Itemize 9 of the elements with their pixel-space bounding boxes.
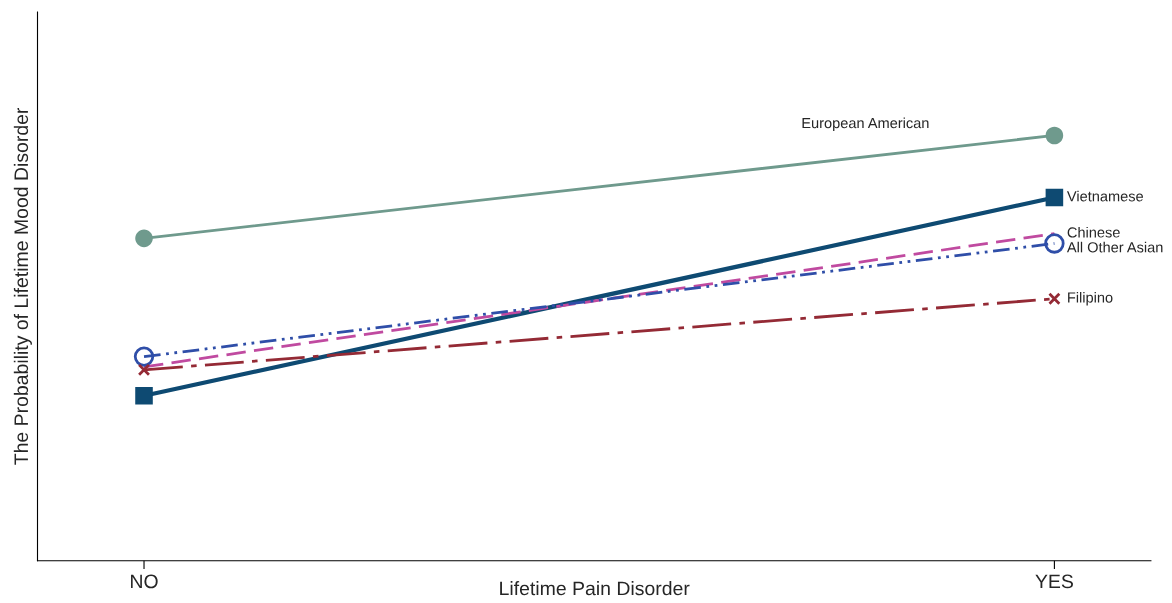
series-label: Chinese [1067,226,1120,238]
series-label: All Other Asian [1066,241,1163,253]
series-label: Filipino [1068,291,1113,306]
series-label: Vietnamese [1066,190,1144,202]
x-tick-label: YES [1035,574,1073,589]
y-axis-title: The Probability of Lifetime Mood Disorder [13,107,32,465]
x-tick-label: NO [131,574,158,589]
series-label: European American [802,117,929,132]
x-axis-title: Lifetime Pain Disorder [500,581,690,596]
